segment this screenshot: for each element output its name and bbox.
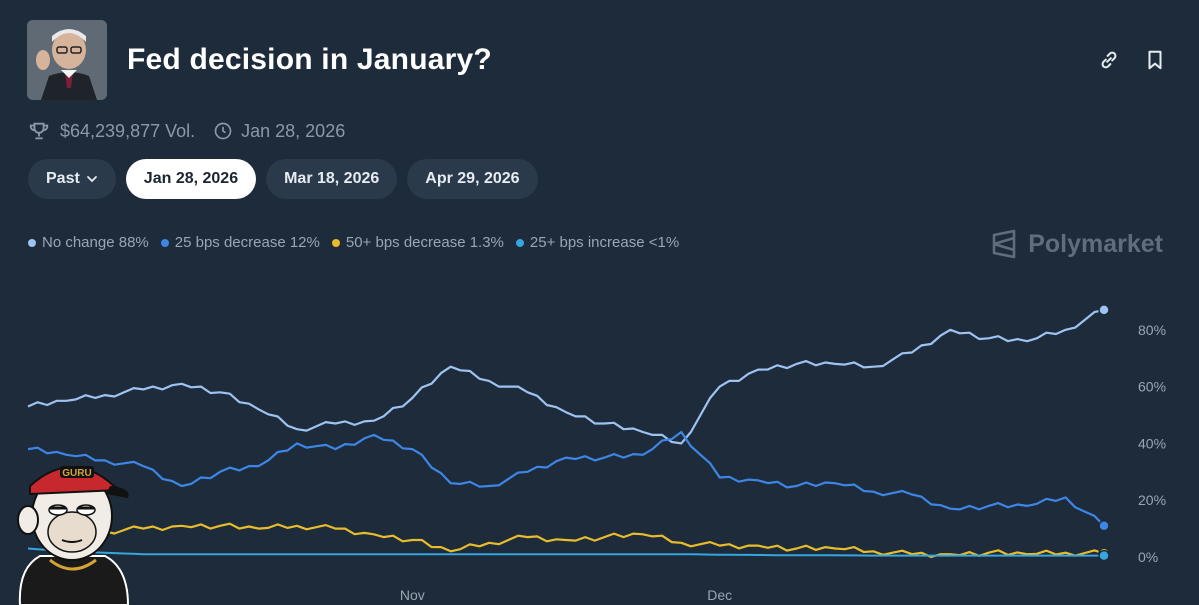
y-tick-label: 60%: [1138, 379, 1166, 395]
y-tick-label: 80%: [1138, 322, 1166, 338]
legend-label: 25 bps decrease 12%: [174, 234, 320, 251]
clock-icon: [214, 122, 232, 140]
series-line-50-bps-decrease[interactable]: [27, 522, 1105, 559]
legend-item-no-change[interactable]: No change 88%: [28, 234, 149, 251]
polymarket-logo-icon: [992, 229, 1016, 259]
bookmark-icon[interactable]: [1143, 48, 1167, 72]
volume-label: $64,239,877 Vol.: [60, 120, 196, 141]
date-tabs: Past Jan 28, 2026 Mar 18, 2026 Apr 29, 2…: [28, 159, 538, 199]
tab-apr-29-2026[interactable]: Apr 29, 2026: [407, 159, 538, 199]
legend-label: 25+ bps increase <1%: [529, 234, 680, 251]
market-title: Fed decision in January?: [127, 43, 492, 76]
series-endpoint-no-change[interactable]: [1098, 304, 1110, 316]
series-line-25-bps-increase[interactable]: [27, 547, 1104, 557]
market-avatar: [27, 20, 107, 100]
svg-text:GURU: GURU: [62, 468, 91, 479]
market-header: Fed decision in January?: [27, 20, 492, 100]
price-history-chart[interactable]: 0%20%40%60%80% OctNovDec: [0, 270, 1199, 605]
tab-label: Apr 29, 2026: [425, 170, 520, 187]
series-line-no-change[interactable]: [27, 308, 1105, 445]
chevron-down-icon: [86, 176, 97, 183]
x-axis-ticks: OctNovDec: [94, 587, 732, 603]
ape-mascot-sticker-icon: GURU: [17, 466, 130, 605]
top-actions: [1097, 48, 1167, 72]
legend-dot: [331, 238, 340, 247]
series-endpoint-25-bps-increase[interactable]: [1098, 549, 1110, 562]
tab-past[interactable]: Past: [28, 159, 116, 199]
y-axis-ticks: 0% 20% 40% 60% 80%: [1138, 322, 1166, 565]
legend-dot: [28, 238, 36, 247]
tab-mar-18-2026[interactable]: Mar 18, 2026: [266, 159, 398, 199]
trophy-icon: [29, 122, 49, 140]
legend-label: 50+ bps decrease 1.3%: [345, 234, 504, 251]
legend-dot: [515, 238, 524, 247]
chart-legend: No change 88% 25 bps decrease 12% 50+ bp…: [28, 234, 679, 251]
series-layer: [27, 304, 1110, 562]
x-tick-label: Nov: [400, 587, 425, 603]
y-tick-label: 40%: [1138, 435, 1166, 451]
person-portrait-icon: [27, 20, 107, 100]
series-endpoint-25-bps-decrease[interactable]: [1098, 520, 1110, 532]
polymarket-brand: Polymarket: [990, 229, 1163, 259]
tab-label: Jan 28, 2026: [143, 170, 239, 187]
legend-dot: [160, 238, 169, 247]
legend-item-25bps-increase[interactable]: 25+ bps increase <1%: [515, 234, 680, 251]
tab-past-label: Past: [46, 170, 80, 187]
legend-item-50bps-decrease[interactable]: 50+ bps decrease 1.3%: [331, 234, 504, 251]
legend-label: No change 88%: [42, 234, 149, 251]
end-date-label: Jan 28, 2026: [241, 120, 346, 141]
tab-jan-28-2026[interactable]: Jan 28, 2026: [125, 159, 257, 199]
y-tick-label: 0%: [1138, 549, 1158, 565]
legend-item-25bps-decrease[interactable]: 25 bps decrease 12%: [160, 234, 320, 251]
x-tick-label: Dec: [707, 587, 732, 603]
tab-label: Mar 18, 2026: [284, 170, 380, 187]
series-line-25-bps-decrease[interactable]: [27, 430, 1105, 527]
market-meta: $64,239,877 Vol. Jan 28, 2026: [28, 120, 345, 142]
link-icon[interactable]: [1097, 48, 1121, 72]
y-tick-label: 20%: [1138, 492, 1166, 508]
brand-label: Polymarket: [1028, 229, 1163, 258]
